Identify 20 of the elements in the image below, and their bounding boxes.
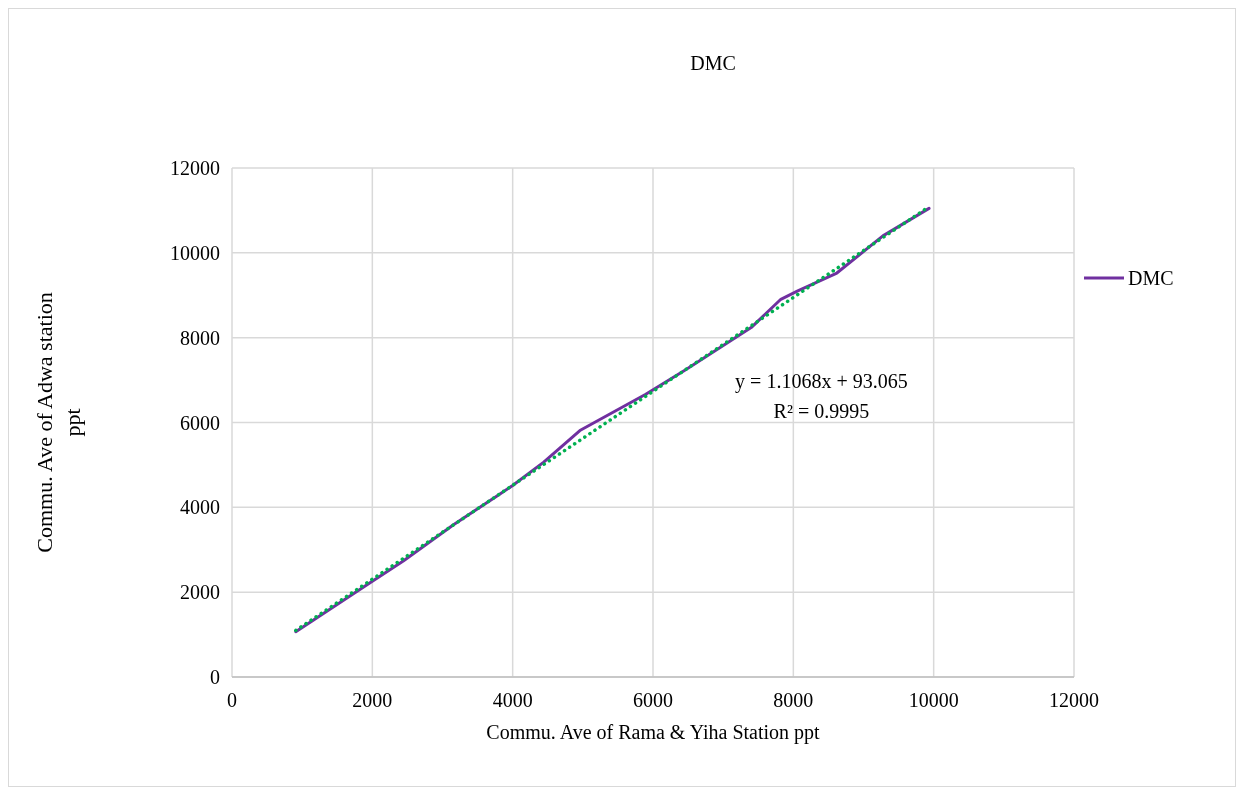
annotation: R² = 0.9995 [773, 400, 870, 422]
y-axis-title: Commu. Ave of Adwa station ppt [32, 292, 85, 553]
y-tick-label: 8000 [180, 326, 220, 349]
y-tick-label: 2000 [180, 581, 220, 604]
x-tick-label: 4000 [492, 689, 533, 711]
x-tick-label: 0 [227, 689, 237, 711]
legend-label: DMC [1128, 267, 1174, 289]
y-tick-label: 6000 [180, 411, 220, 434]
y-tick-label: 4000 [180, 496, 220, 519]
y-tick-label: 0 [210, 666, 220, 688]
x-tick-label: 2000 [352, 689, 393, 711]
x-tick-label: 6000 [633, 689, 673, 711]
y-tick-label: 10000 [170, 241, 220, 264]
y-tick-label: 12000 [170, 157, 220, 179]
chart-title: DMC [690, 52, 736, 74]
x-tick-label: 12000 [1049, 689, 1099, 711]
x-tick-label: 10000 [908, 689, 959, 711]
x-axis-title: Commu. Ave of Rama & Yiha Station ppt [486, 721, 821, 744]
annotation: y = 1.1068x + 93.065 [735, 370, 908, 393]
x-tick-label: 8000 [773, 689, 814, 711]
